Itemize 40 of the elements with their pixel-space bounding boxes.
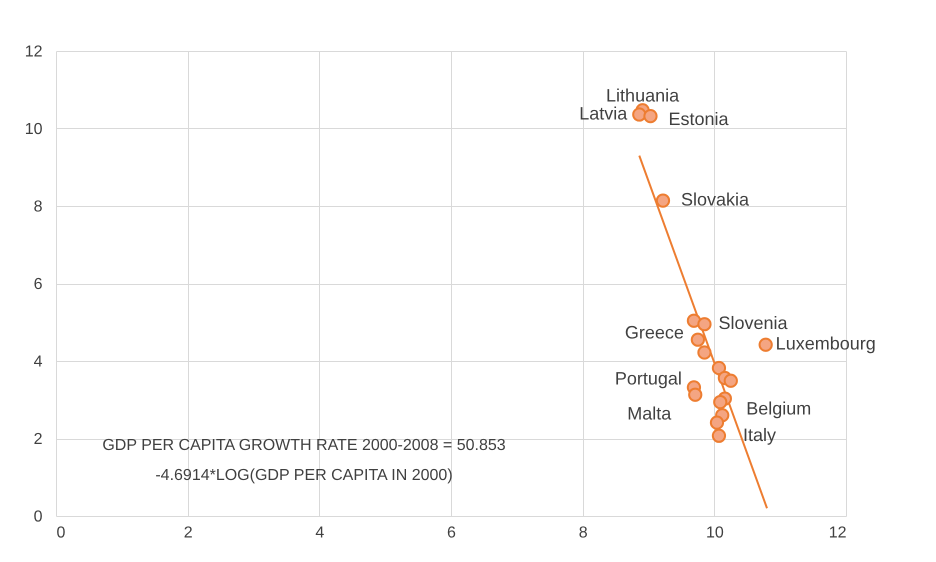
- x-tick-label: 4: [315, 524, 324, 542]
- x-tick-label: 6: [447, 524, 456, 542]
- point: [712, 428, 726, 443]
- point: [643, 108, 658, 124]
- point: [632, 107, 646, 122]
- point: [712, 360, 726, 376]
- point: [710, 416, 724, 430]
- annotation: Luxembourg: [776, 334, 876, 354]
- annotation: Latvia: [579, 104, 628, 124]
- annotation: GDP PER CAPITA GROWTH RATE 2000-2008 = 50.853 -4.6914*LOG(GDP PER CAPITA IN 2000): [102, 436, 506, 484]
- annotation: Slovenia: [718, 313, 788, 334]
- point: [686, 314, 702, 328]
- annotation: Lithuania: [606, 85, 680, 106]
- y-tick-label: 0: [34, 508, 43, 526]
- point: [697, 317, 712, 332]
- x-tick-label: 10: [706, 524, 724, 542]
- x-tick-label: 2: [184, 524, 193, 542]
- point: [688, 388, 702, 402]
- annotation: Malta: [627, 404, 672, 424]
- y-tick-label: 12: [24, 44, 43, 60]
- annotation: Slovakia: [680, 190, 750, 210]
- annotation: Estonia: [668, 109, 730, 130]
- x-tick-label: 8: [578, 524, 588, 542]
- y-tick-label: 10: [24, 121, 43, 138]
- x-tick-label: 0: [56, 524, 66, 542]
- point: [656, 193, 670, 208]
- annotation: Portugal: [614, 368, 682, 388]
- annotation: Greece: [624, 322, 684, 343]
- annotation: Italy: [742, 424, 776, 445]
- point: [713, 394, 728, 410]
- point: [758, 338, 773, 352]
- y-tick-label: 8: [34, 198, 43, 216]
- y-tick-label: 4: [34, 354, 43, 370]
- point: [724, 374, 738, 388]
- x-tick-label: 12: [828, 524, 847, 542]
- y-tick-label: 2: [34, 431, 43, 448]
- y-tick-label: 6: [34, 276, 43, 293]
- point: [690, 332, 705, 347]
- point: [697, 345, 712, 360]
- annotation: Belgium: [746, 398, 812, 418]
